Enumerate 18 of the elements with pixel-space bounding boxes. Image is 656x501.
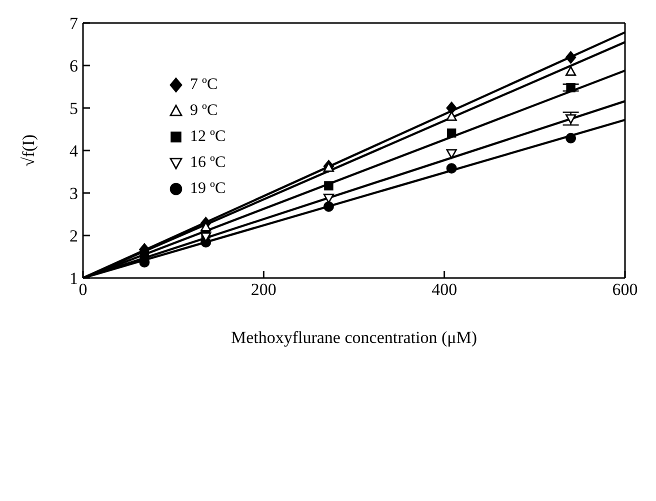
legend-label: 12 ºC (190, 127, 226, 147)
legend-label: 9 ºC (190, 101, 218, 121)
legend-label: 7 ºC (190, 75, 218, 95)
y-tick-label: 1 (70, 269, 78, 288)
x-axis-title: Methoxyflurane concentration (μM) (230, 328, 478, 347)
x-tick-label: 400 (432, 280, 458, 300)
x-tick-label: 0 (78, 280, 88, 300)
x-tick-label: 200 (250, 280, 276, 300)
x-tick-label: 600 (612, 280, 638, 300)
y-tick-label: 2 (70, 226, 78, 246)
y-tick-label: 6 (70, 56, 78, 76)
y-tick-label: 4 (70, 142, 78, 161)
y-tick-label: 5 (70, 99, 78, 118)
y-tick-label: 7 (70, 14, 78, 34)
y-tick-label: 3 (70, 184, 78, 204)
legend-label: 16 ºC (190, 153, 226, 173)
legend-label: 19 ºC (190, 179, 226, 199)
y-axis-title: √f(I) (19, 134, 38, 166)
